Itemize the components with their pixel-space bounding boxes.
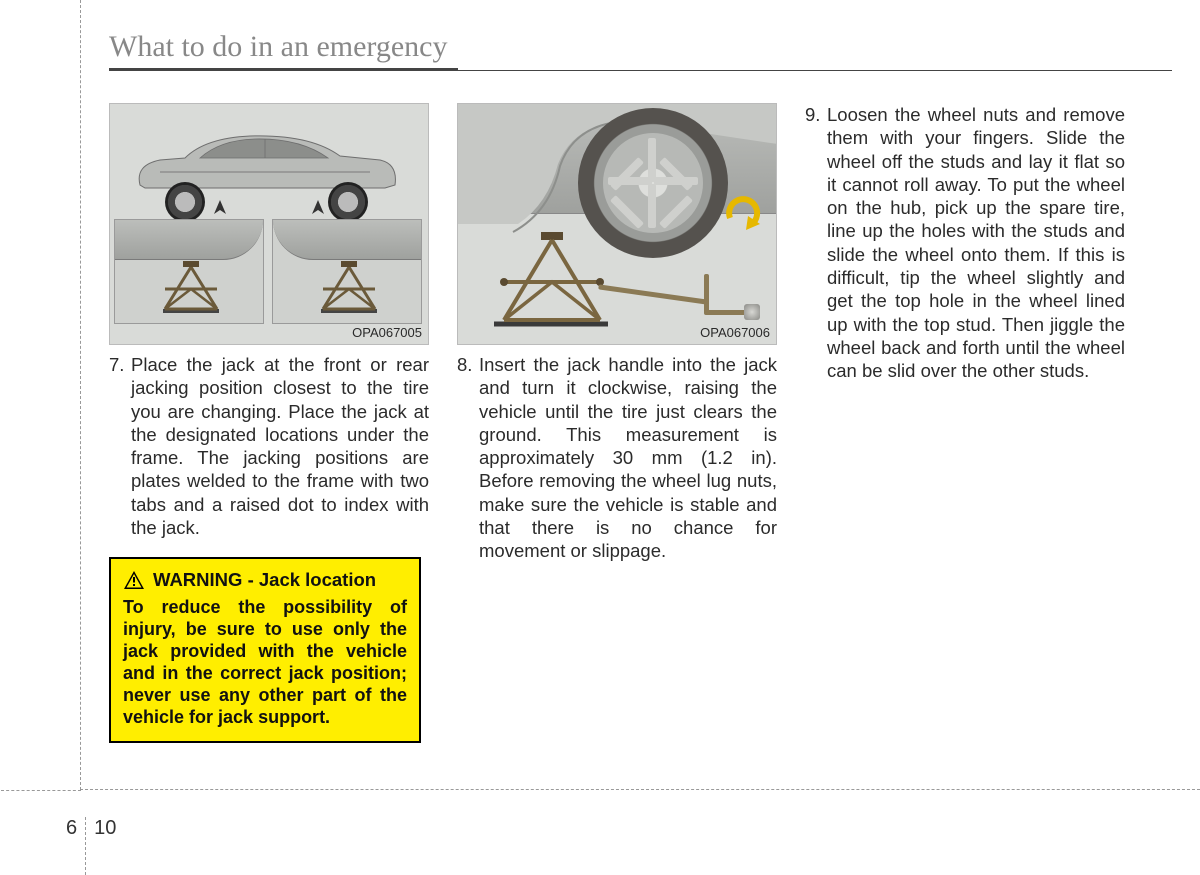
figure-jack-positions: OPA067005	[109, 103, 429, 345]
step-number: 9.	[805, 103, 827, 383]
arrow-icon	[210, 200, 230, 220]
page-num-divider	[85, 817, 86, 875]
chapter-number: 6	[66, 817, 77, 840]
scissor-jack-icon	[153, 261, 229, 317]
header-rule	[458, 70, 1173, 71]
step-7: 7. Place the jack at the front or rear j…	[109, 353, 429, 539]
rear-wheel-icon	[328, 182, 368, 222]
column-2: OPA067006 8. Insert the jack handle into…	[457, 103, 777, 743]
warning-suffix: - Jack location	[248, 569, 377, 590]
subfigure-rear-jack	[272, 219, 422, 324]
content-columns: OPA067005 7. Place the jack at the front…	[109, 103, 1172, 743]
socket-icon	[744, 304, 760, 320]
page-number: 6 10	[66, 799, 116, 857]
section-title-wrap: What to do in an emergency	[109, 30, 458, 71]
step-number: 8.	[457, 353, 479, 563]
warning-triangle-icon	[123, 570, 145, 590]
warning-box: WARNING - Jack location To reduce the po…	[109, 557, 421, 743]
step-text: Insert the jack handle into the jack and…	[479, 353, 777, 563]
scissor-jack-large-icon	[486, 230, 616, 330]
step-text: Place the jack at the front or rear jack…	[131, 353, 429, 539]
jack-handle-vertical	[704, 274, 709, 314]
arrow-icon	[308, 200, 328, 220]
figure-label: OPA067005	[352, 325, 422, 340]
jack-handle-horizontal	[704, 310, 748, 315]
step-number: 7.	[109, 353, 131, 539]
page-header: What to do in an emergency	[109, 30, 1172, 71]
column-3: 9. Loosen the wheel nuts and remove them…	[805, 103, 1125, 743]
scissor-jack-icon	[311, 261, 387, 317]
step-9: 9. Loosen the wheel nuts and remove them…	[805, 103, 1125, 383]
subfigure-front-jack	[114, 219, 264, 324]
column-1: OPA067005 7. Place the jack at the front…	[109, 103, 429, 743]
warning-title: WARNING - Jack location	[123, 569, 407, 591]
step-8: 8. Insert the jack handle into the jack …	[457, 353, 777, 563]
rotate-clockwise-icon	[722, 194, 764, 232]
page-number-value: 10	[94, 817, 116, 840]
warning-body: To reduce the possibility of injury, be …	[123, 597, 407, 729]
warning-label: WARNING	[153, 569, 242, 590]
section-title: What to do in an emergency	[109, 30, 448, 68]
figure-label: OPA067006	[700, 325, 770, 340]
step-text: Loosen the wheel nuts and remove them wi…	[827, 103, 1125, 383]
front-wheel-icon	[165, 182, 205, 222]
figure-jack-handle: OPA067006	[457, 103, 777, 345]
manual-page: What to do in an emergency	[80, 0, 1200, 790]
